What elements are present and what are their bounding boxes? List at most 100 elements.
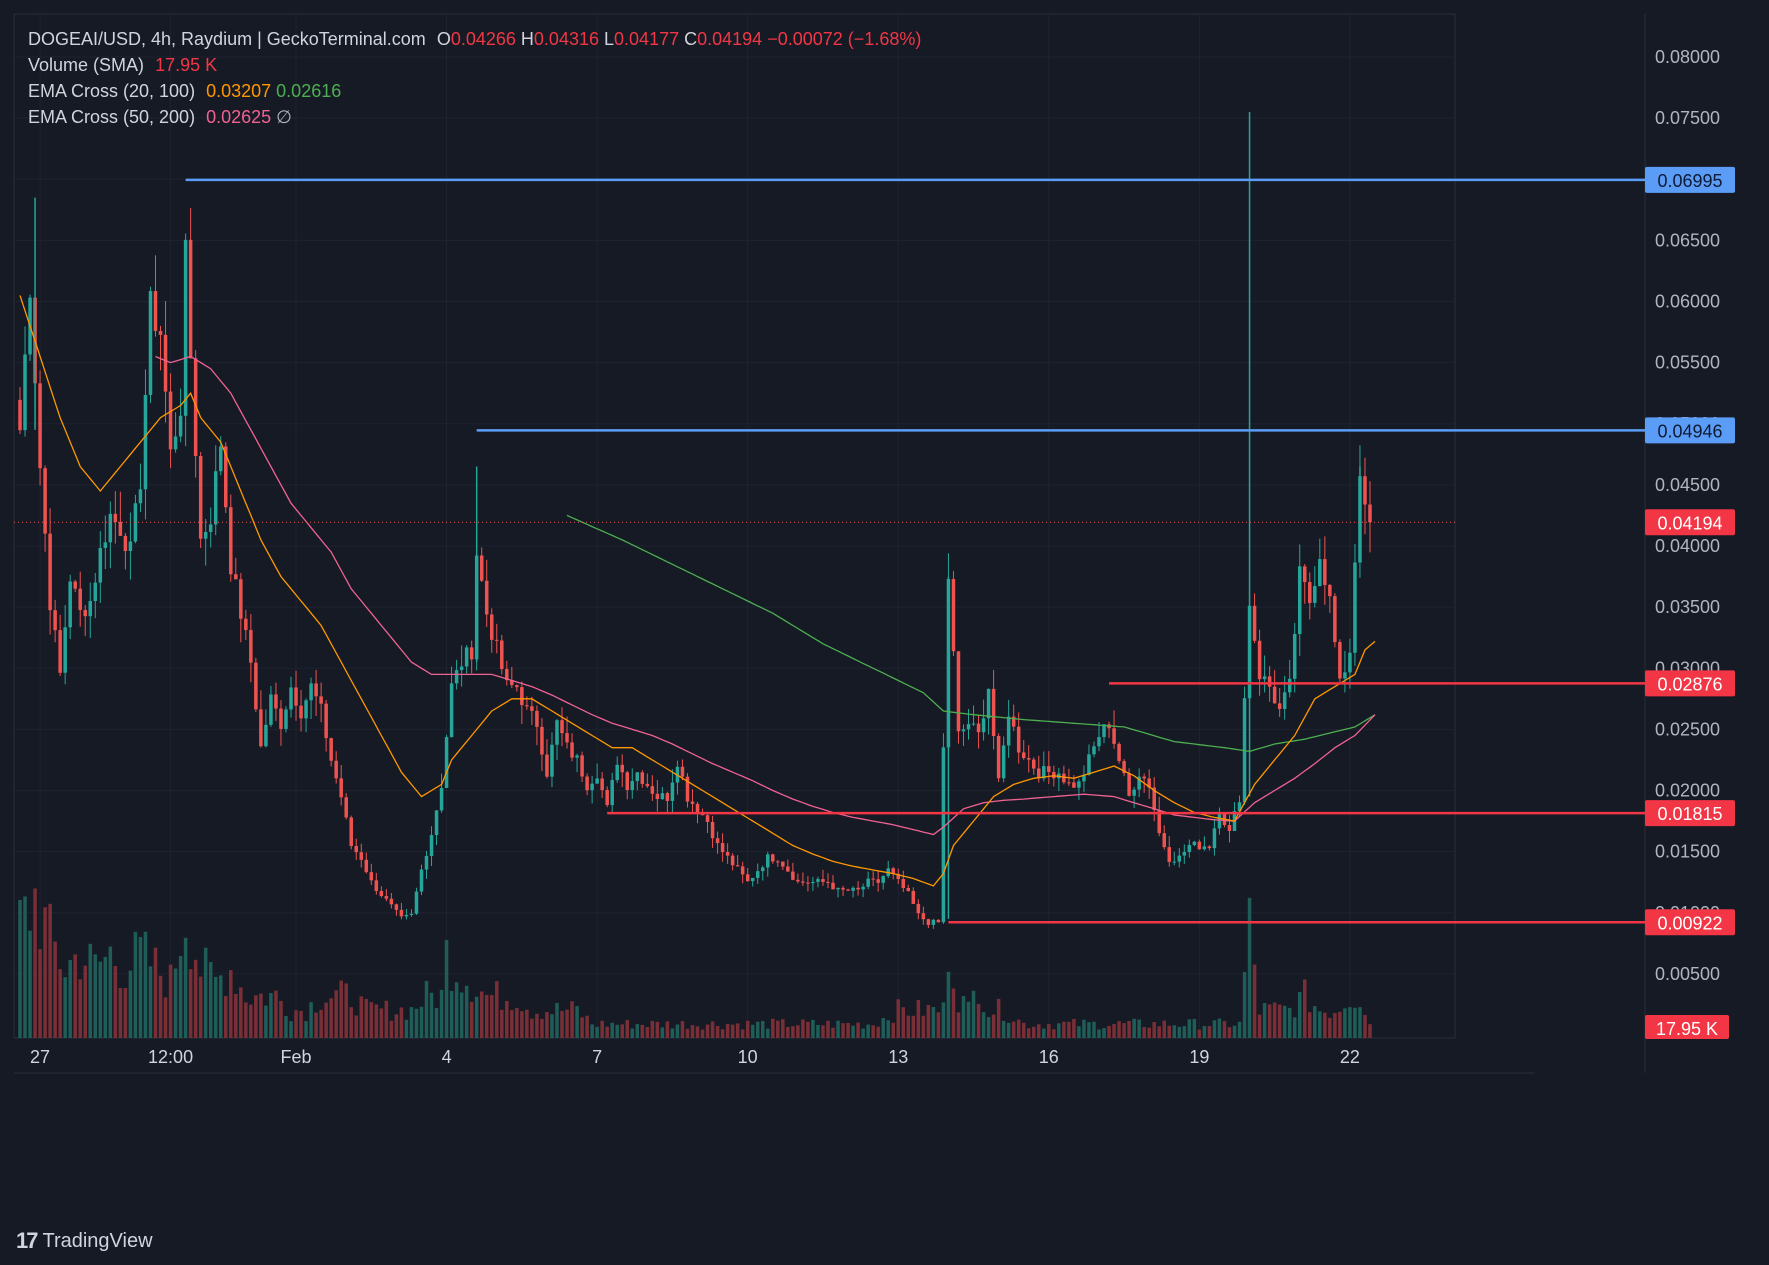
candle-body [831,882,835,890]
volume-bar [951,988,956,1038]
close-value: 0.04194 [697,29,763,49]
candle-body [625,772,630,791]
ema-cross-20-100-row[interactable]: EMA Cross (20, 100) 0.03207 0.02616 [28,78,921,104]
candle-body [1117,743,1121,762]
candle-body [1333,596,1337,643]
candle-body [38,383,42,469]
volume-bar [1287,1007,1292,1038]
candle-body [545,754,549,777]
candle-body [88,601,93,617]
volume-bar [294,1010,298,1038]
candle-body [971,723,976,725]
volume-bar [1192,1018,1197,1038]
ema50-value: 0.02625 [206,107,272,127]
volume-row[interactable]: Volume (SMA) 17.95 K [28,52,921,78]
candle-body [48,533,52,611]
candle-body [264,724,268,747]
volume-bar [670,1028,675,1038]
volume-bar [1272,1002,1277,1038]
volume-bar [419,1006,424,1038]
candle-body [269,694,273,725]
volume-bar [806,1021,810,1038]
volume-bar [1292,1017,1297,1038]
volume-bar [966,1001,971,1038]
volume-bar [700,1029,705,1038]
volume-bar [198,976,203,1038]
tradingview-logo-icon: 17 [16,1228,39,1253]
volume-bar [946,971,951,1038]
candle-body [349,817,353,846]
candle-body [254,662,258,710]
candle-body [1192,841,1197,846]
candle-body [961,729,966,732]
volume-bar [354,1015,359,1038]
candle-body [580,755,584,777]
volume-bar [299,1010,303,1038]
candle-body [1187,845,1192,853]
volume-bar [183,937,188,1038]
volume-bar [1328,1017,1332,1038]
candle-body [1328,584,1332,597]
volume-label: Volume (SMA) [28,55,145,75]
volume-bar [735,1023,740,1038]
candle-body [956,651,961,732]
volume-bar [786,1027,790,1038]
candle-body [630,781,635,791]
volume-bar [1177,1026,1182,1038]
y-tick-label: 0.06000 [1655,292,1720,312]
volume-bar [193,959,198,1038]
volume-bar [404,1019,409,1038]
level-price-tag [1645,800,1735,827]
candle-body [339,778,343,798]
candle-body [665,793,670,801]
volume-bar [38,949,42,1038]
volume-bar [249,1004,253,1038]
volume-bar [710,1021,715,1038]
volume-bar [1001,1020,1006,1038]
volume-bar [1127,1020,1131,1038]
chart-legend: DOGEAI/USD, 4h, Raydium | GeckoTerminal.… [28,26,921,130]
candle-body [229,507,233,575]
volume-bar [525,1009,529,1038]
candle-body [1277,703,1282,709]
candle-body [1087,754,1091,775]
volume-bar [218,975,223,1038]
candle-body [705,815,710,822]
volume-bar [1062,1021,1066,1038]
volume-bar [801,1019,805,1038]
volume-bar [1217,1018,1222,1038]
x-tick-label: 10 [738,1047,758,1067]
candle-body [158,330,163,335]
candle-body [1092,746,1096,755]
candle-body [1212,828,1217,849]
volume-bar [695,1026,700,1038]
volume-bar [469,1001,474,1038]
candle-body [314,683,318,697]
volume-bar [439,989,444,1038]
volume-bar [1358,1007,1362,1038]
candle-body [58,630,62,673]
symbol-title[interactable]: DOGEAI/USD, 4h, Raydium | GeckoTerminal.… [28,29,426,49]
candle-body [1308,582,1312,603]
ohlc-row: DOGEAI/USD, 4h, Raydium | GeckoTerminal.… [28,26,921,52]
candle-body [976,723,981,733]
candle-body [444,737,449,788]
candle-body [896,873,901,880]
volume-bar [33,888,37,1038]
volume-bar [203,947,208,1038]
candle-body [1006,716,1011,746]
candle-body [901,879,906,888]
volume-bar [861,1028,865,1038]
volume-bar [510,1010,514,1038]
tradingview-brand[interactable]: 17 TradingView [16,1228,153,1254]
ema-cross-50-200-row[interactable]: EMA Cross (50, 200) 0.02625 ∅ [28,104,921,130]
volume-bar [1267,1004,1272,1038]
candle-body [851,887,855,891]
volume-bar [1162,1020,1166,1038]
candle-body [560,720,564,734]
y-tick-label: 0.08000 [1655,47,1720,67]
candle-body [279,708,283,729]
candle-body [128,541,133,552]
candle-body [259,709,263,747]
